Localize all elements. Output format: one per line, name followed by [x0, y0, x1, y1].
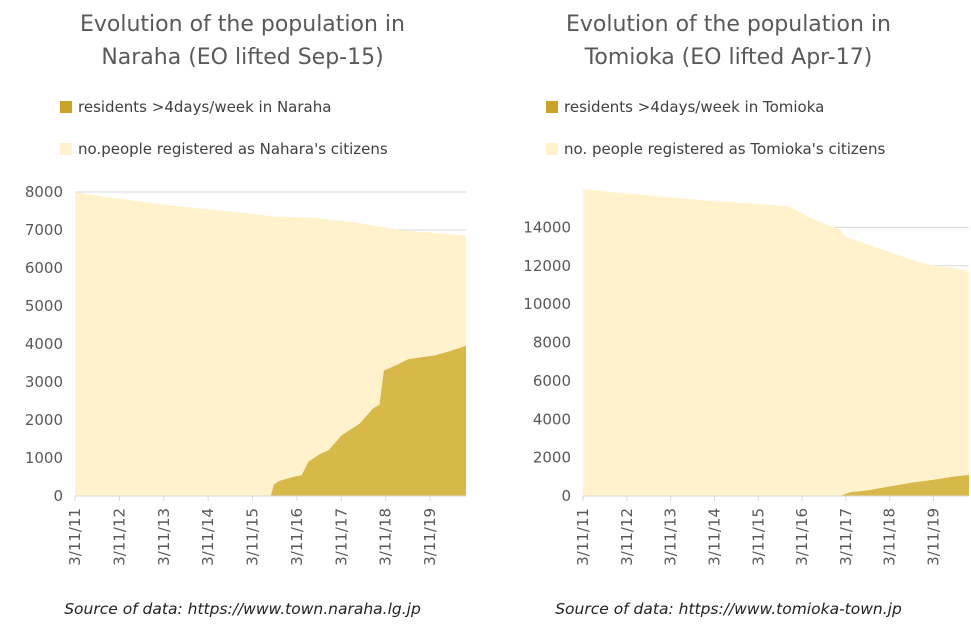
legend-swatch [60, 101, 72, 113]
y-tick-label: 4000 [533, 410, 571, 428]
x-tick-label: 3/11/18 [881, 508, 899, 566]
x-tick-label: 3/11/16 [793, 508, 811, 566]
y-tick-label: 5000 [25, 297, 63, 315]
y-tick-label: 1000 [25, 449, 63, 467]
y-tick-label: 0 [561, 487, 571, 505]
chart-title-line-1: Evolution of the population in [566, 12, 891, 37]
area-series [583, 189, 969, 496]
chart-title-line-2: Naraha (EO lifted Sep-15) [101, 45, 384, 70]
y-tick-label: 6000 [533, 372, 571, 390]
tomioka-panel: Evolution of the population in Tomioka (… [486, 0, 971, 625]
naraha-panel: Evolution of the population in Naraha (E… [0, 0, 485, 625]
x-tick-label: 3/11/13 [155, 508, 173, 566]
y-tick-label: 0 [53, 487, 63, 505]
y-tick-label: 2000 [533, 449, 571, 467]
source-note: Source of data: https://www.town.naraha.… [64, 600, 421, 618]
y-tick-label: 3000 [25, 373, 63, 391]
y-tick-label: 8000 [533, 334, 571, 352]
area-chart-naraha: 0 1000 2000 3000 4000 5000 6000 7000 8000 3/11/11… [25, 183, 466, 566]
legend-swatch [546, 143, 558, 155]
x-tick-label: 3/11/14 [199, 508, 217, 566]
y-tick-label: 2000 [25, 411, 63, 429]
y-tick-label: 7000 [25, 221, 63, 239]
y-tick-label: 14000 [523, 218, 571, 236]
x-tick-label: 3/11/19 [925, 508, 943, 566]
x-tick-label: 3/11/11 [574, 508, 592, 566]
y-tick-label: 10000 [523, 295, 571, 313]
legend-item-residents: residents >4days/week in Tomioka [546, 98, 824, 116]
legend-item-residents: residents >4days/week in Naraha [60, 98, 331, 116]
x-tick-label: 3/11/17 [837, 508, 855, 566]
y-tick-label: 6000 [25, 259, 63, 277]
x-tick-label: 3/11/13 [662, 508, 680, 566]
legend-label: no.people registered as Nahara's citizen… [78, 140, 388, 158]
x-tick-label: 3/11/11 [66, 508, 84, 566]
x-tick-label: 3/11/15 [244, 508, 262, 566]
y-tick-label: 4000 [25, 335, 63, 353]
legend-swatch [60, 143, 72, 155]
x-tick-label: 3/11/14 [705, 508, 723, 566]
area-chart-tomioka: 0 2000 4000 6000 8000 10000 12000 14000 3/11/11 3… [523, 189, 969, 566]
area-series [583, 474, 969, 496]
chart-title-line-1: Evolution of the population in [80, 12, 405, 37]
x-tick-label: 3/11/12 [110, 508, 128, 566]
x-tick-label: 3/11/19 [421, 508, 439, 566]
legend-label: residents >4days/week in Tomioka [564, 98, 825, 116]
source-note: Source of data: https://www.tomioka-town… [555, 600, 902, 618]
legend-item-registered: no. people registered as Tomioka's citiz… [546, 140, 885, 158]
chart-title: Evolution of the population in Naraha (E… [0, 8, 485, 74]
x-tick-label: 3/11/18 [377, 508, 395, 566]
x-tick-label: 3/11/12 [618, 508, 636, 566]
x-tick-label: 3/11/16 [288, 508, 306, 566]
x-tick-label: 3/11/17 [332, 508, 350, 566]
legend-label: no. people registered as Tomioka's citiz… [564, 140, 886, 158]
chart-title: Evolution of the population in Tomioka (… [486, 8, 971, 74]
y-tick-label: 12000 [523, 257, 571, 275]
legend-item-registered: no.people registered as Nahara's citizen… [60, 140, 388, 158]
legend-swatch [546, 101, 558, 113]
y-tick-label: 8000 [25, 183, 63, 201]
x-tick-label: 3/11/15 [749, 508, 767, 566]
area-series [75, 345, 466, 496]
chart-title-line-2: Tomioka (EO lifted Apr-17) [584, 45, 873, 70]
legend-label: residents >4days/week in Naraha [78, 98, 332, 116]
